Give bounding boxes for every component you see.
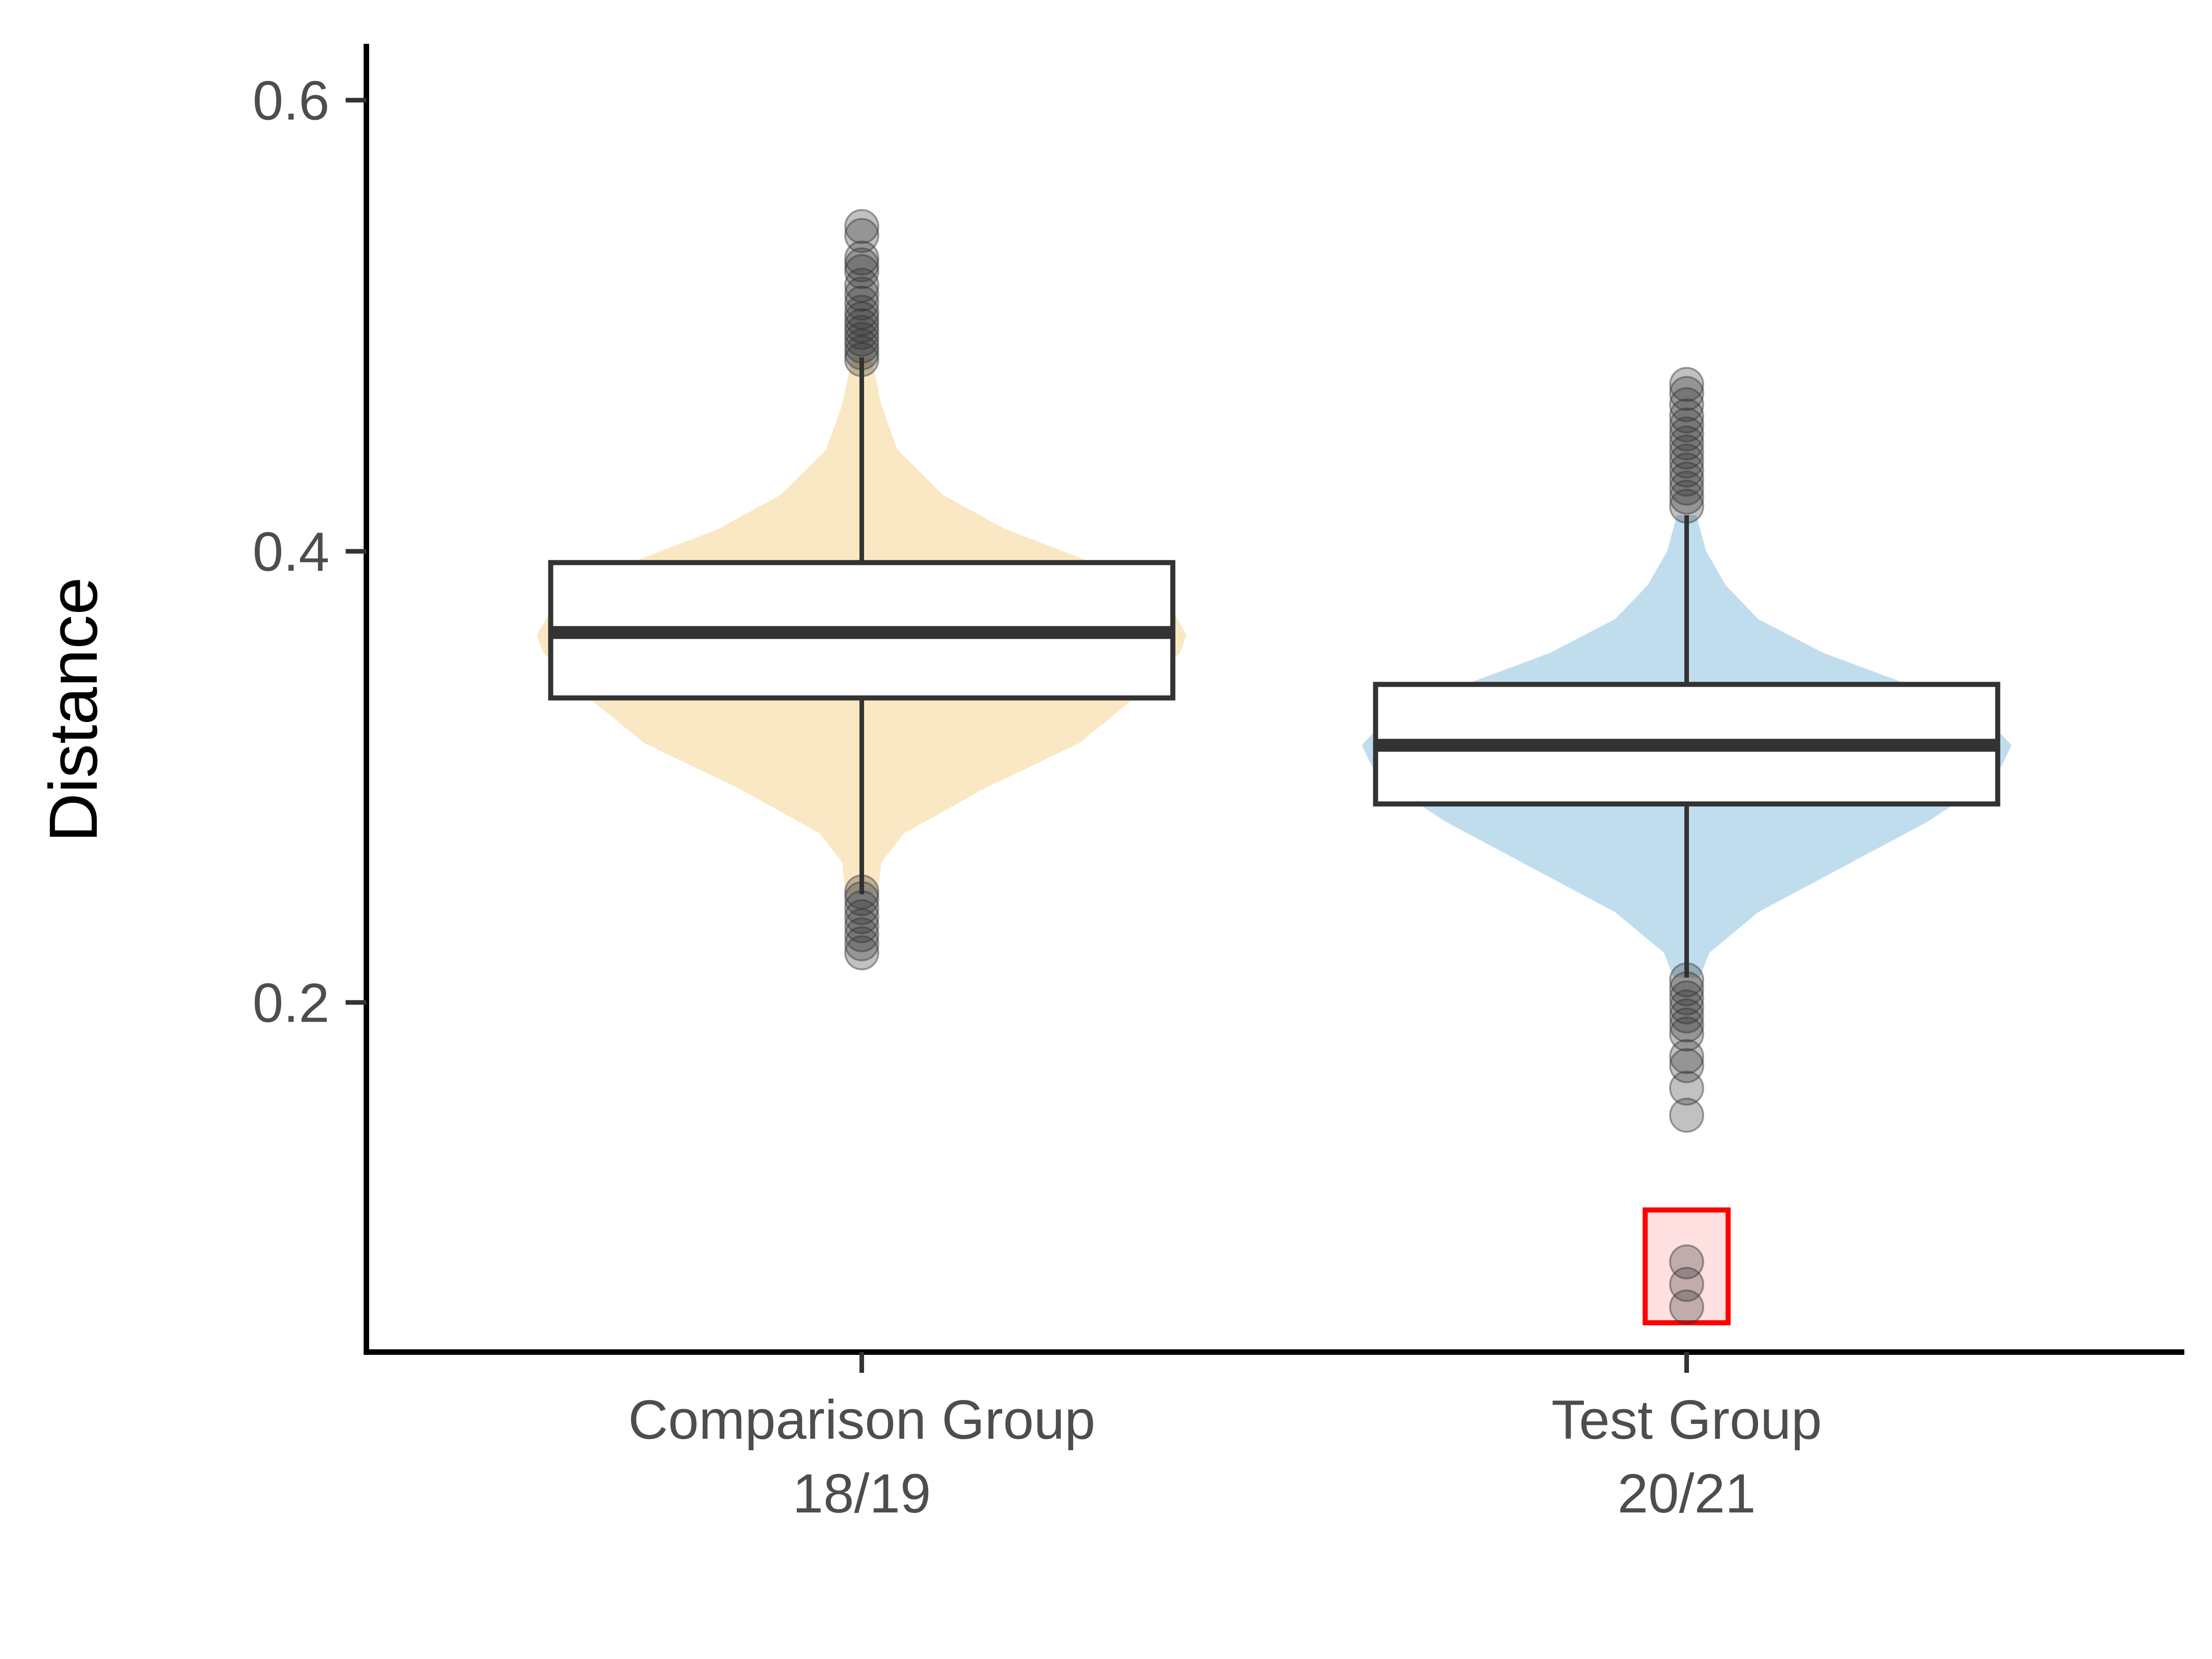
outlier-point-2-6 [1669, 1007, 1704, 1043]
outlier-point-2-19 [1669, 425, 1704, 461]
highlight-box [1642, 1207, 1731, 1325]
outlier-point-1-17 [844, 285, 879, 321]
outlier-point-2-23 [1669, 387, 1704, 423]
outlier-point-2-18 [1669, 434, 1704, 470]
outlier-point-2-22 [1669, 398, 1704, 434]
outlier-point-1-14 [844, 308, 879, 343]
x-tick-label-1-line1: Comparison Group [628, 1389, 1095, 1451]
y-tick-label-2: 0.4 [253, 521, 329, 582]
y-tick-label-3: 0.6 [253, 70, 329, 131]
outlier-point-1-2 [844, 926, 879, 962]
outlier-point-2-25 [1669, 367, 1704, 402]
outlier-point-1-22 [844, 241, 879, 276]
outlier-point-2-1 [1669, 1098, 1704, 1133]
outlier-point-1-6 [844, 890, 879, 925]
outlier-point-1-7 [844, 881, 879, 917]
outlier-point-2-21 [1669, 407, 1704, 443]
outlier-point-1-12 [844, 322, 879, 357]
outlier-point-2-17 [1669, 443, 1704, 479]
outlier-point-1-23 [844, 218, 879, 253]
x-ticks: Comparison Group 18/19 Test Group 20/21 [628, 1352, 1822, 1524]
outlier-point-1-11 [844, 328, 879, 364]
outlier-point-2-10 [1669, 971, 1704, 1006]
outlier-point-2-3 [1669, 1048, 1704, 1083]
outlier-point-2-15 [1669, 461, 1704, 497]
outlier-point-1-16 [844, 294, 879, 330]
outlier-point-2-8 [1669, 989, 1704, 1025]
outlier-point-1-19 [844, 267, 879, 303]
outlier-point-2-7 [1669, 998, 1704, 1034]
outlier-point-2-2 [1669, 1071, 1704, 1106]
highlight-layer [1642, 1207, 1731, 1325]
highlight-point-1 [1669, 1289, 1704, 1325]
y-tick-label-1: 0.2 [253, 972, 329, 1034]
outlier-point-1-8 [844, 874, 879, 910]
outlier-point-2-11 [1669, 962, 1704, 998]
whisker-layer [859, 357, 1689, 978]
outlier-point-2-13 [1669, 479, 1704, 515]
x-tick-label-2-line1: Test Group [1552, 1389, 1822, 1451]
outlier-point-1-18 [844, 276, 879, 312]
outlier-point-2-4 [1669, 1039, 1704, 1074]
outlier-point-1-10 [844, 335, 879, 371]
x-tick-label-1-line2: 18/19 [793, 1463, 931, 1524]
outlier-point-1-15 [844, 301, 879, 337]
outlier-layer [844, 209, 1704, 1133]
outlier-point-1-1 [844, 935, 879, 971]
outlier-point-2-14 [1669, 471, 1704, 506]
outlier-point-2-16 [1669, 453, 1704, 488]
outlier-point-2-5 [1669, 1016, 1704, 1052]
outlier-point-2-9 [1669, 980, 1704, 1016]
outlier-point-1-3 [844, 917, 879, 953]
y-axis-title: Distance [35, 577, 112, 842]
outlier-point-1-20 [844, 254, 879, 289]
outlier-point-2-20 [1669, 416, 1704, 452]
y-ticks: 0.2 0.4 0.6 [253, 70, 366, 1034]
x-tick-label-2-line2: 20/21 [1618, 1463, 1756, 1524]
box-layer [548, 560, 2000, 807]
outlier-point-1-5 [844, 899, 879, 935]
outlier-point-1-13 [844, 315, 879, 350]
highlight-point-3 [1669, 1244, 1704, 1280]
highlight-point-2 [1669, 1267, 1704, 1302]
outlier-point-1-21 [844, 247, 879, 282]
outlier-point-1-4 [844, 908, 879, 943]
outlier-point-2-24 [1669, 376, 1704, 411]
outlier-point-1-9 [844, 342, 879, 377]
outlier-point-2-12 [1669, 488, 1704, 524]
outlier-point-1-24 [844, 209, 879, 244]
